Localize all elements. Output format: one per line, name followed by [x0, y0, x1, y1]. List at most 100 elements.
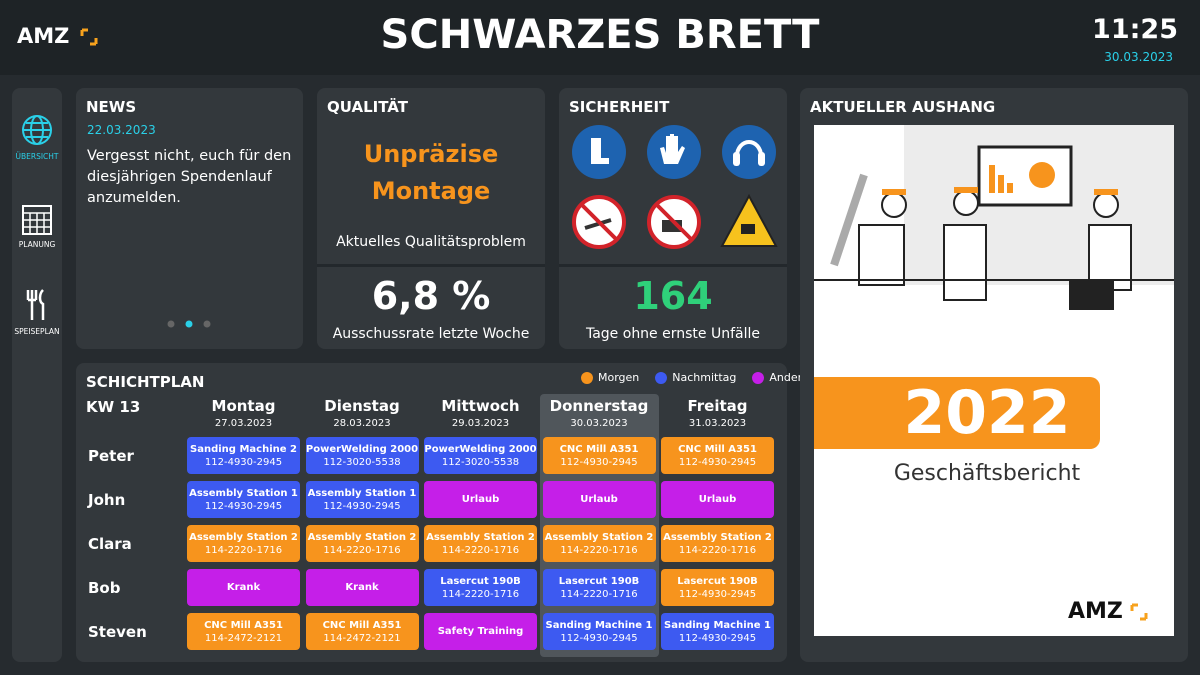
shift-code: 112-4930-2945 [678, 632, 757, 644]
person-name: Peter [88, 447, 134, 465]
logo: AMZ [17, 24, 70, 48]
shift-code: 114-2472-2121 [323, 632, 401, 644]
divider [317, 264, 545, 267]
news-panel: NEWS 22.03.2023 Vergesst nicht, euch für… [76, 88, 303, 349]
shift-cell: Krank [187, 569, 300, 606]
shift-cell: Assembly Station 1 112-4930-2945 [305, 481, 419, 518]
shift-cell: Sanding Machine 1 112-4930-2945 [661, 613, 774, 650]
day-name: Mittwoch [441, 397, 520, 415]
shift-cell: Assembly Station 2 114-2220-1716 [542, 525, 656, 562]
shift-cell: Assembly Station 2 114-2220-1716 [187, 525, 300, 562]
week: KW 13 [86, 398, 141, 416]
shift-task: PowerWelding 2000 [305, 443, 419, 455]
poster-subtitle: Geschäftsbericht [893, 461, 1081, 486]
shift-code: 112-4930-2945 [560, 632, 638, 644]
shift-code: 114-2220-1716 [678, 544, 757, 556]
shift-cell: Assembly Station 2 114-2220-1716 [424, 525, 537, 562]
person-name: Clara [88, 535, 132, 553]
shift-task: Assembly Station 1 [189, 487, 298, 499]
safety-panel: SICHERHEIT 164 Tage ohne ernste Unfälle [559, 88, 787, 349]
legend-dot [655, 372, 668, 384]
shift-task: Safety Training [437, 626, 524, 637]
shift-task: Lasercut 190B [558, 575, 640, 587]
year-band [814, 377, 1100, 449]
shift-cell: Lasercut 190B 114-2220-1716 [542, 569, 656, 606]
legend-dot [752, 372, 765, 384]
shift-task: PowerWelding 2000 [424, 443, 537, 455]
shift-cell: CNC Mill A351 112-4930-2945 [661, 437, 774, 474]
nav-icon [22, 205, 52, 235]
person-name: Bob [88, 579, 121, 597]
shift-task: Sanding Machine 1 [545, 619, 653, 631]
legend-label: Morgen [598, 371, 640, 384]
news-date: 22.03.2023 [87, 123, 156, 137]
shift-code: 112-4930-2945 [678, 588, 757, 600]
divider [559, 264, 787, 267]
quality-problem: Unpräzise Montage [363, 140, 499, 205]
shift-code: 112-4930-2945 [204, 500, 283, 512]
header: AMZ SCHWARZES BRETT 11:25 30.03.2023 [0, 0, 1200, 75]
shift-cell: Lasercut 190B 114-2220-1716 [424, 569, 537, 606]
legend-label: Nachmittag [672, 371, 737, 384]
safe-days-label: Tage ohne ernste Unfälle [585, 326, 760, 342]
nav-icon [26, 289, 45, 320]
shift-cell: Assembly Station 2 114-2220-1716 [305, 525, 419, 562]
shift-cell: CNC Mill A351 114-2472-2121 [305, 613, 419, 650]
shift-task: Assembly Station 2 [426, 531, 535, 543]
nav-item[interactable]: PLANUNG [18, 240, 56, 249]
nav-item[interactable]: SPEISEPLAN [14, 327, 60, 336]
shift-cell: Lasercut 190B 112-4930-2945 [661, 569, 774, 606]
shift-code: 114-2220-1716 [441, 544, 520, 556]
shift-code: 114-2220-1716 [323, 544, 401, 556]
date: 30.03.2023 [1104, 50, 1173, 64]
day-name: Montag [211, 397, 276, 415]
shift-task: Urlaub [461, 494, 500, 505]
shift-task: Lasercut 190B [677, 575, 758, 587]
panel-title: SCHICHTPLAN [86, 373, 205, 391]
title: SCHWARZES BRETT [380, 12, 820, 58]
shift-cell: PowerWelding 2000 112-3020-5538 [305, 437, 419, 474]
legend-label: Andere [769, 371, 809, 384]
nav-item[interactable]: ÜBERSICHT [15, 152, 59, 161]
logo-mark [1130, 603, 1148, 621]
shift-cell: Sanding Machine 1 112-4930-2945 [542, 613, 656, 650]
shift-task: CNC Mill A351 [204, 619, 283, 631]
shift-cell: Sanding Machine 2 112-4930-2945 [187, 437, 300, 474]
shift-code: 114-2220-1716 [204, 544, 283, 556]
nav-icon [22, 115, 52, 145]
person-name: John [88, 491, 126, 509]
shift-cell: CNC Mill A351 112-4930-2945 [542, 437, 656, 474]
shift-task: Urlaub [698, 494, 737, 505]
shift-cell: Assembly Station 1 112-4930-2945 [187, 481, 300, 518]
panel-title: SICHERHEIT [569, 98, 670, 116]
quality-label: Aktuelles Qualitätsproblem [336, 234, 526, 250]
day-name: Donnerstag [549, 397, 649, 415]
legend-dot [581, 372, 593, 384]
day-date: 31.03.2023 [688, 418, 747, 429]
news-text: Vergesst nicht, euch für den diesjährige… [87, 148, 292, 206]
shift-code: 114-2472-2121 [204, 632, 283, 644]
shift-cell: Urlaub [542, 481, 656, 518]
day-date: 28.03.2023 [333, 418, 391, 429]
shift-cell: Urlaub [661, 481, 774, 518]
shift-task: Urlaub [580, 494, 618, 505]
shift-task: CNC Mill A351 [559, 443, 639, 455]
shift-task: Lasercut 190B [440, 575, 521, 587]
shift-task: Krank [226, 582, 261, 593]
shift-code: 112-3020-5538 [441, 456, 520, 468]
shift-task: Sanding Machine 2 [190, 443, 297, 455]
clock: 11:25 [1092, 14, 1178, 45]
shift-task: CNC Mill A351 [678, 443, 757, 455]
safety-icons [572, 125, 778, 249]
shift-cell: Assembly Station 2 114-2220-1716 [661, 525, 774, 562]
panel-title: AKTUELLER AUSHANG [810, 98, 996, 116]
poster-illustration [814, 125, 1174, 310]
shift-task: Sanding Machine 1 [664, 619, 771, 631]
shift-task: Assembly Station 2 [663, 531, 772, 543]
poster-panel: AKTUELLER AUSHANG 2022 Geschäftsbericht … [800, 88, 1188, 662]
poster: 2022 Geschäftsbericht AMZ [814, 125, 1174, 636]
person-name: Steven [88, 623, 147, 641]
shift-task: CNC Mill A351 [322, 619, 402, 631]
shift-cell: Urlaub [424, 481, 537, 518]
shiftplan-panel: SCHICHTPLAN KW 13 Morgen Nachmittag Andere… [76, 363, 809, 662]
